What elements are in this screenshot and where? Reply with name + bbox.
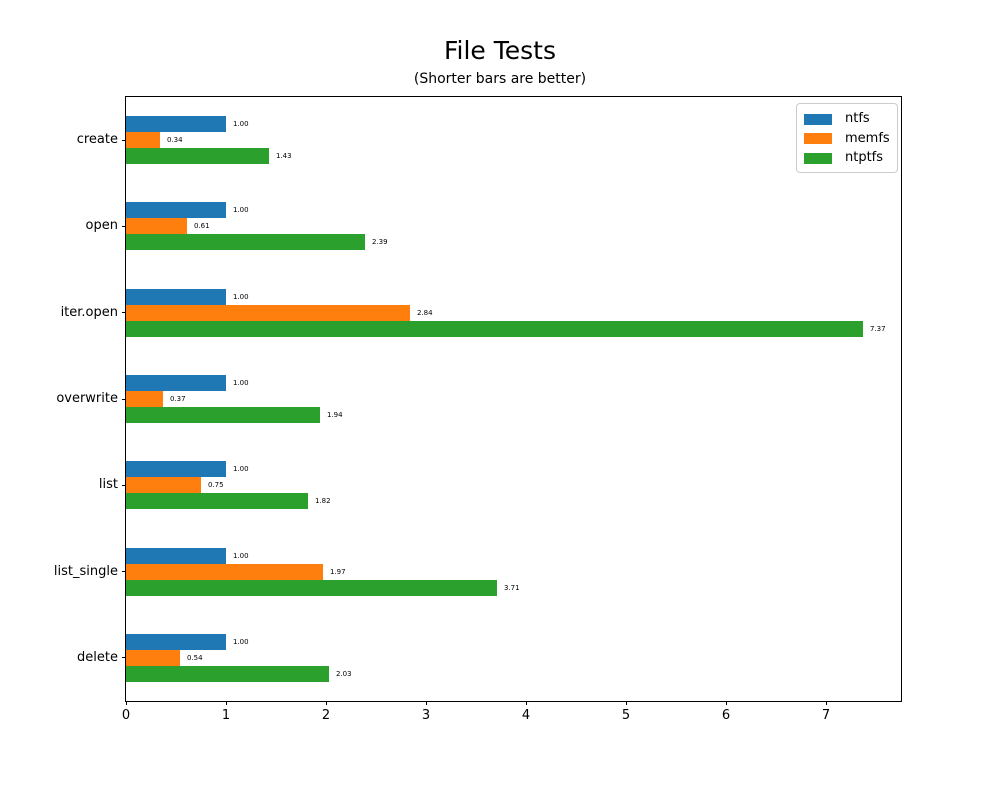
bar-memfs-create bbox=[126, 132, 160, 149]
x-tick bbox=[525, 701, 527, 705]
bar-value-label: 2.03 bbox=[336, 669, 352, 678]
bar-ntptfs-iter-open bbox=[126, 320, 863, 337]
legend-label: memfs bbox=[845, 130, 890, 146]
y-tick-label: list_single bbox=[53, 563, 118, 579]
bar-ntfs-overwrite bbox=[126, 375, 226, 391]
bar-value-label: 0.34 bbox=[167, 136, 183, 145]
y-tick bbox=[122, 657, 126, 659]
x-tick bbox=[225, 701, 227, 705]
bar-ntptfs-overwrite bbox=[126, 407, 320, 423]
bar-value-label: 7.37 bbox=[870, 324, 886, 333]
plot-area: create 1.00 0.34 1.43 open 1.00 0.61 2.39 iter.o… bbox=[54, 96, 902, 723]
y-tick-label: overwrite bbox=[56, 391, 118, 406]
x-tick-label: 2 bbox=[321, 708, 331, 723]
y-tick-label: list bbox=[98, 477, 118, 493]
legend-label: ntfs bbox=[845, 111, 870, 126]
bar-value-label: 0.61 bbox=[194, 222, 210, 231]
bar-ntfs-list-single bbox=[126, 547, 226, 564]
legend-label: ntptfs bbox=[845, 150, 884, 165]
bar-ntfs-delete bbox=[126, 633, 226, 650]
bar-memfs-list-single bbox=[126, 563, 323, 580]
x-tick-label: 6 bbox=[721, 708, 731, 723]
bar-ntfs-create bbox=[126, 116, 226, 133]
chart-subtitle: (Shorter bars are better) bbox=[413, 71, 587, 87]
bar-value-label: 1.00 bbox=[233, 379, 249, 387]
x-tick bbox=[825, 701, 827, 705]
x-tick bbox=[425, 701, 427, 705]
y-tick-label: iter.open bbox=[60, 304, 118, 320]
bar-value-label: 0.54 bbox=[187, 653, 203, 662]
x-tick-label: 5 bbox=[621, 708, 631, 723]
y-tick bbox=[122, 312, 126, 314]
x-tick-label: 4 bbox=[521, 708, 531, 723]
bar-value-label: 0.37 bbox=[170, 395, 186, 403]
legend-item: memfs bbox=[804, 130, 890, 148]
bar-value-label: 1.82 bbox=[315, 497, 331, 506]
y-tick bbox=[122, 225, 126, 227]
legend-swatch-icon bbox=[804, 133, 832, 144]
bar-value-label: 1.94 bbox=[327, 411, 343, 419]
bar-value-label: 3.71 bbox=[504, 583, 520, 592]
bar-value-label: 2.84 bbox=[417, 308, 433, 317]
y-tick bbox=[122, 398, 126, 400]
bar-value-label: 1.00 bbox=[233, 292, 249, 301]
bar-value-label: 1.00 bbox=[233, 637, 249, 646]
bar-value-label: 1.00 bbox=[233, 120, 249, 129]
bar-memfs-open bbox=[126, 218, 187, 235]
x-tick bbox=[625, 701, 627, 705]
bar-ntptfs-open bbox=[126, 234, 365, 251]
x-tick-label: 1 bbox=[221, 708, 231, 723]
legend: ntfs memfs ntptfs bbox=[796, 103, 898, 173]
x-tick-label: 7 bbox=[821, 708, 831, 723]
bar-value-label: 1.00 bbox=[233, 465, 249, 474]
bar-value-label: 1.00 bbox=[233, 206, 249, 215]
bar-value-label: 1.43 bbox=[276, 152, 292, 161]
x-tick bbox=[325, 701, 327, 705]
y-tick-label: delete bbox=[77, 649, 118, 665]
bar-memfs-overwrite bbox=[126, 391, 163, 407]
bar-ntfs-open bbox=[126, 202, 226, 219]
y-tick bbox=[122, 139, 126, 141]
legend-swatch-icon bbox=[804, 152, 832, 164]
legend-swatch-icon bbox=[804, 113, 832, 125]
bar-memfs-list bbox=[126, 477, 201, 494]
chart-title: File Tests bbox=[443, 36, 557, 65]
bar-ntfs-iter-open bbox=[126, 288, 226, 305]
bar-ntptfs-create bbox=[126, 148, 269, 165]
x-tick-label: 3 bbox=[421, 708, 431, 723]
x-tick bbox=[125, 701, 127, 705]
bar-value-label: 0.75 bbox=[208, 481, 224, 490]
y-tick bbox=[122, 571, 126, 573]
bar-value-label: 2.39 bbox=[372, 238, 388, 247]
bar-memfs-delete bbox=[126, 649, 180, 666]
y-tick-label: open bbox=[85, 218, 118, 234]
x-tick bbox=[725, 701, 727, 705]
x-tick-label: 0 bbox=[121, 708, 131, 723]
legend-item: ntptfs bbox=[804, 149, 890, 167]
bar-ntptfs-list-single bbox=[126, 579, 497, 596]
bar-ntptfs-delete bbox=[126, 665, 329, 682]
bar-memfs-iter-open bbox=[126, 304, 410, 321]
bar-ntfs-list bbox=[126, 461, 226, 478]
y-tick-label: create bbox=[76, 132, 118, 148]
bar-value-label: 1.97 bbox=[330, 567, 346, 576]
bar-value-label: 1.00 bbox=[233, 551, 249, 560]
legend-item: ntfs bbox=[804, 110, 890, 128]
y-tick bbox=[122, 484, 126, 486]
bar-ntptfs-list bbox=[126, 493, 308, 510]
